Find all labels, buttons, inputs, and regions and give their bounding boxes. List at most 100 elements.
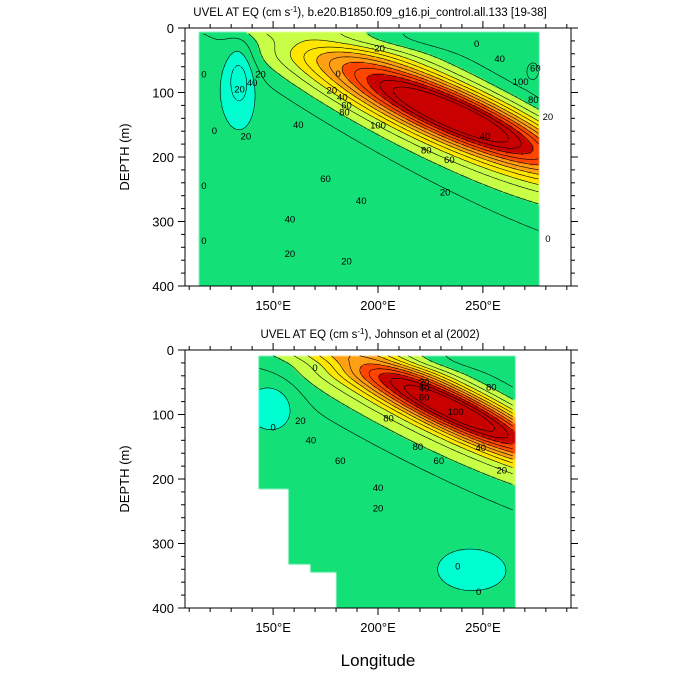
contour-label: 0 — [476, 587, 481, 598]
contour-label: 80 — [413, 442, 424, 453]
contour-label: 0 — [474, 39, 479, 50]
x-axis: 150°E 200°E 250°E — [188, 21, 568, 313]
contour-label: 20 — [295, 416, 306, 427]
contour-lines — [203, 33, 539, 231]
y-tick-label: 400 — [152, 601, 174, 616]
contour-label: 20 — [234, 84, 245, 95]
y-tick-label: 0 — [167, 21, 174, 36]
model-panel-title: UVEL AT EQ (cm s-1), b.e20.B1850.f09_g16… — [193, 5, 546, 19]
model-panel-ylabel: DEPTH (m) — [117, 123, 132, 190]
contour-label: 60 — [335, 456, 346, 467]
contour-line — [259, 387, 507, 591]
contour-line — [366, 73, 534, 155]
contour-line — [403, 384, 496, 432]
contour-line — [354, 67, 539, 160]
contour-label: 20 — [543, 112, 554, 123]
contour-label: 0 — [545, 234, 550, 245]
contour-label: 40 — [306, 435, 317, 446]
contour-label: 20 — [440, 187, 451, 198]
contour-label: 20 — [255, 69, 266, 80]
contour-line — [368, 368, 513, 449]
contour-label: 0 — [201, 181, 206, 192]
contour-label: 80 — [421, 146, 432, 157]
y-tick-label: 300 — [152, 537, 174, 552]
x-tick-label: 250°E — [465, 620, 501, 635]
contour-label: 0 — [455, 562, 460, 573]
contour-label: -20 — [371, 44, 385, 55]
x-tick-label: 150°E — [255, 620, 291, 635]
contour-label: 60 — [530, 64, 541, 75]
y-tick-label: 0 — [167, 343, 174, 358]
contour-label: 0 — [335, 69, 340, 80]
contour-label: 40 — [247, 78, 258, 89]
x-tick-label: 200°E — [360, 620, 396, 635]
contour-fill — [185, 28, 571, 286]
contour-line — [329, 56, 539, 170]
contour-label: 100 — [448, 407, 464, 418]
contour-lines — [259, 355, 513, 591]
contour-line — [390, 378, 509, 439]
y-tick-label: 100 — [152, 86, 174, 101]
contour-label: 0 — [201, 236, 206, 247]
contour-label: 40 — [480, 131, 491, 142]
contour-line — [348, 355, 513, 456]
contour-label: 80 — [486, 382, 497, 393]
contour-line — [316, 51, 539, 175]
x-axis: 150°E 200°E 250°E — [188, 343, 568, 635]
y-tick-label: 300 — [152, 215, 174, 230]
contour-line — [293, 355, 513, 474]
contour-label: 40 — [356, 196, 367, 207]
contour-line — [319, 355, 513, 464]
contour-line — [393, 86, 509, 143]
y-tick-label: 200 — [152, 472, 174, 487]
observed-panel-ylabel: DEPTH (m) — [117, 445, 132, 512]
contour-label: 0 — [270, 422, 275, 433]
contour-line — [273, 355, 513, 485]
x-axis-title: Longitude — [341, 651, 416, 670]
contour-label: 40 — [373, 483, 384, 494]
contour-label: 0 — [212, 126, 217, 137]
contour-label: 60 — [341, 100, 352, 111]
contour-label: 80 — [339, 107, 350, 118]
observed-panel-title: UVEL AT EQ (cm s-1), Johnson et al (2002… — [260, 327, 479, 341]
contour-label: 20 — [373, 504, 384, 515]
contour-label: 40 — [419, 384, 430, 395]
contour-label: 40 — [285, 215, 296, 226]
contour-label: 20 — [285, 249, 296, 260]
contour-label: 60 — [320, 174, 331, 185]
contour-line — [331, 355, 513, 460]
contour-label: 100 — [370, 120, 386, 131]
contour-line — [219, 50, 256, 131]
contour-line — [359, 363, 513, 453]
contour-label: 60 — [444, 155, 455, 166]
contour-label: 80 — [528, 95, 539, 106]
contour-label: 100 — [513, 77, 529, 88]
contour-line — [303, 46, 539, 180]
contour-label: 20 — [341, 256, 352, 267]
contour-line — [266, 33, 539, 193]
contour-label: 20 — [241, 131, 252, 142]
contour-line — [341, 62, 539, 166]
contour-line — [290, 39, 539, 185]
contour-line — [248, 33, 539, 205]
model-uvel-panel: UVEL AT EQ (cm s-1), b.e20.B1850.f09_g16… — [117, 5, 578, 313]
contour-line — [378, 372, 513, 445]
contour-label: 0 — [312, 363, 317, 374]
y-tick-label: 200 — [152, 150, 174, 165]
contour-label: 40 — [337, 93, 348, 104]
contour-line — [307, 355, 513, 468]
contour-line — [230, 65, 247, 102]
contour-label: 60 — [434, 456, 445, 467]
contour-label: 20 — [496, 466, 507, 477]
contour-line — [203, 33, 539, 231]
observed-uvel-panel: UVEL AT EQ (cm s-1), Johnson et al (2002… — [117, 327, 578, 635]
contour-label: 0 — [201, 69, 206, 80]
x-tick-label: 150°E — [255, 298, 291, 313]
